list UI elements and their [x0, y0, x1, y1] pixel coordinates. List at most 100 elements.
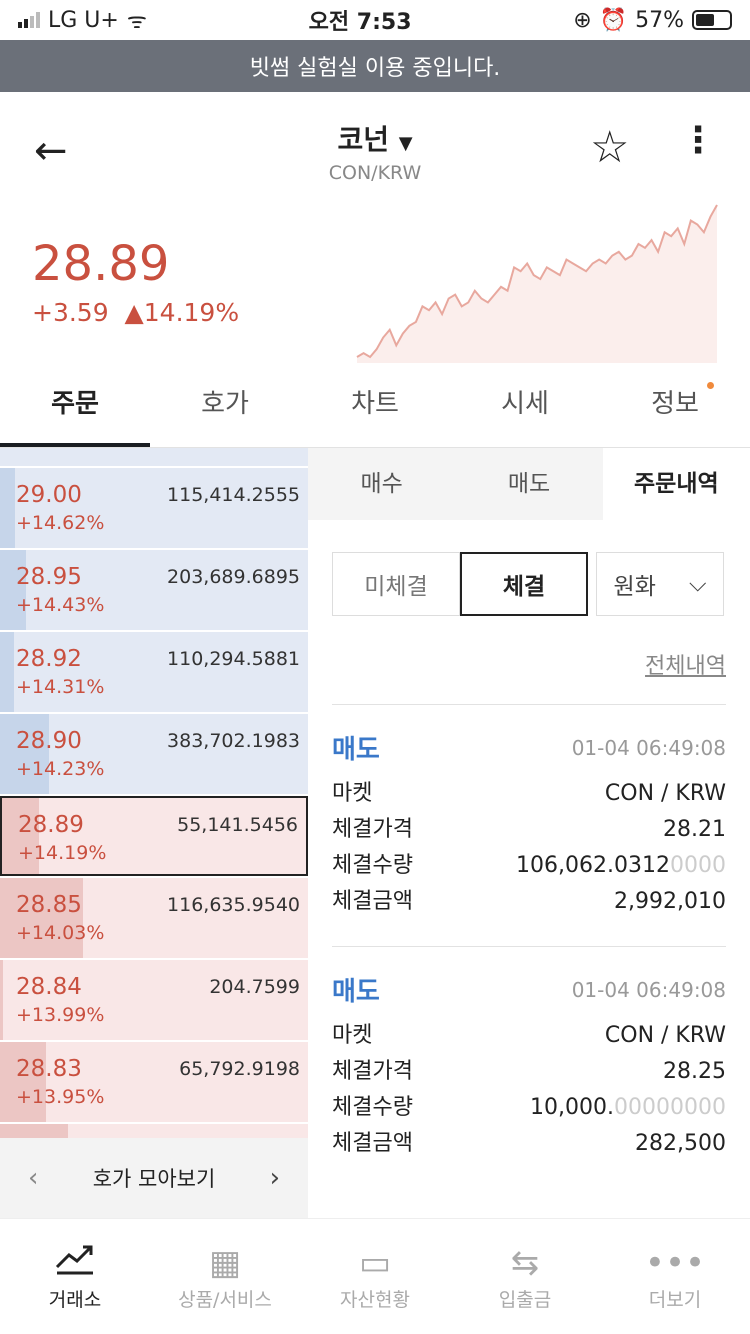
price-sparkline [356, 204, 718, 363]
nav-item[interactable]: ▭ 자산현황 [300, 1219, 450, 1334]
favorite-star-icon[interactable]: ☆ [590, 122, 630, 173]
trade-item: 매도 01-04 06:49:08 마켓 CON / KRW 체결가격 28.21 체… [332, 704, 726, 920]
row-volume: 204.7599 [209, 976, 300, 998]
nav-item[interactable]: ••• 더보기 [600, 1219, 750, 1334]
row-pct: +14.19% [18, 842, 107, 864]
currency-select[interactable]: 원화 ⌵ [596, 552, 724, 616]
row-pct: +14.23% [16, 758, 105, 780]
main-tabs: 주문 호가 차트 시세 정보 [0, 362, 750, 448]
orderbook-collect: ‹ 호가 모아보기 › [0, 1138, 308, 1218]
orderbook-row[interactable]: 28.95 +14.43% 203,689.6895 [0, 550, 308, 630]
tab-order[interactable]: 주문 [0, 362, 150, 447]
nav-label: 입출금 [498, 1289, 552, 1311]
qty-label: 체결수량 [332, 853, 413, 878]
row-price: 28.83 [16, 1056, 82, 1082]
orderbook[interactable]: 29.00 +14.62% 115,414.2555 28.95 +14.43% 203,… [0, 448, 308, 1218]
transfer-icon: ⇆ [510, 1243, 540, 1283]
orderbook-row[interactable]: 28.83 +13.95% 65,792.9198 [0, 1042, 308, 1122]
alarm-icon: ⏰ [599, 7, 628, 33]
wifi-icon: ᯤ [126, 9, 147, 34]
caret-down-icon: ▼ [398, 133, 413, 154]
subtab-sell[interactable]: 매도 [507, 471, 551, 497]
signal-icon [18, 12, 40, 28]
chevron-right-icon[interactable]: › [269, 1163, 280, 1193]
row-price: 28.85 [16, 892, 82, 918]
amount-label: 체결금액 [332, 889, 413, 914]
market-label: 마켓 [332, 781, 373, 806]
all-history-link[interactable]: 전체내역 [645, 654, 726, 679]
current-price: 28.89 [32, 236, 170, 292]
chevron-left-icon[interactable]: ‹ [28, 1163, 39, 1193]
volume-bar [2, 798, 39, 874]
row-pct: +14.43% [16, 594, 105, 616]
chevron-down-icon: ⌵ [688, 571, 707, 597]
tab-market[interactable]: 시세 [501, 389, 549, 419]
volume-bar [0, 714, 50, 794]
back-arrow-icon[interactable]: ← [34, 128, 68, 174]
rotation-lock-icon: ⊕ [573, 7, 592, 33]
status-bar: LG U+ ᯤ 오전 7:53 ⊕ ⏰ 57% [0, 0, 750, 40]
nav-item[interactable]: 거래소 [0, 1219, 150, 1334]
order-panel: 매수 매도 주문내역 미체결 체결 원화 ⌵ 전체내역 매도 01-04 06:49… [308, 448, 750, 1218]
amount-value: 282,500 [635, 1131, 726, 1156]
tab-info[interactable]: 정보 [600, 362, 750, 447]
nav-label: 자산현황 [340, 1289, 410, 1311]
row-volume: 55,141.5456 [177, 814, 298, 836]
coin-selector[interactable]: 코넌 ▼ CON/KRW [0, 118, 750, 184]
nav-item[interactable]: ⇆ 입출금 [450, 1219, 600, 1334]
orderbook-row-partial [0, 448, 308, 466]
market-value: CON / KRW [604, 781, 726, 806]
row-volume: 110,294.5881 [167, 648, 300, 670]
segment-filled[interactable]: 체결 [460, 552, 588, 616]
lab-banner: 빗썸 실험실 이용 중입니다. [0, 40, 750, 92]
grid-icon: ▦ [208, 1243, 242, 1283]
row-price: 28.90 [16, 728, 82, 754]
row-pct: +13.99% [16, 1004, 105, 1026]
row-pct: +14.62% [16, 512, 105, 534]
tab-orderbook[interactable]: 호가 [201, 389, 249, 419]
header: ← 코넌 ▼ CON/KRW ☆ ⋮ [0, 92, 750, 202]
volume-bar [0, 632, 14, 712]
volume-bar [0, 960, 4, 1040]
price-value: 28.25 [663, 1059, 726, 1084]
trade-type: 매도 [332, 977, 380, 1007]
row-price: 29.00 [16, 482, 82, 508]
row-volume: 116,635.9540 [167, 894, 300, 916]
row-price: 28.89 [18, 812, 84, 838]
nav-item[interactable]: ▦ 상품/서비스 [150, 1219, 300, 1334]
coin-name: 코넌 [337, 123, 389, 156]
tab-chart[interactable]: 차트 [351, 389, 399, 419]
row-volume: 115,414.2555 [167, 484, 300, 506]
amount-label: 체결금액 [332, 1131, 413, 1156]
subtab-buy[interactable]: 매수 [360, 471, 403, 497]
qty-value: 10,000.00000000 [530, 1095, 726, 1120]
qty-label: 체결수량 [332, 1095, 413, 1120]
more-icon: ••• [644, 1243, 706, 1283]
wallet-icon: ▭ [358, 1243, 392, 1283]
more-vertical-icon[interactable]: ⋮ [680, 120, 716, 161]
price-label: 체결가격 [332, 817, 413, 842]
qty-value: 106,062.03120000 [516, 853, 726, 878]
orderbook-row[interactable]: 28.84 +13.99% 204.7599 [0, 960, 308, 1040]
subtab-history[interactable]: 주문내역 [602, 448, 750, 520]
row-pct: +14.03% [16, 922, 105, 944]
market-label: 마켓 [332, 1023, 373, 1048]
segment-unfilled[interactable]: 미체결 [332, 552, 460, 616]
pair: CON/KRW [328, 162, 422, 184]
nav-label: 상품/서비스 [178, 1289, 272, 1311]
orderbook-row[interactable]: 28.90 +14.23% 383,702.1983 [0, 714, 308, 794]
notification-dot [707, 382, 714, 389]
trade-time: 01-04 06:49:08 [571, 977, 726, 1002]
sparkline-series [356, 204, 718, 359]
orderbook-row[interactable]: 28.92 +14.31% 110,294.5881 [0, 632, 308, 712]
orderbook-row[interactable]: 29.00 +14.62% 115,414.2555 [0, 468, 308, 548]
collect-label[interactable]: 호가 모아보기 [92, 1167, 216, 1191]
nav-label: 거래소 [48, 1289, 102, 1311]
orderbook-row[interactable]: 28.85 +14.03% 116,635.9540 [0, 878, 308, 958]
orderbook-row[interactable]: 28.89 +14.19% 55,141.5456 [0, 796, 308, 876]
carrier: LG U+ [48, 7, 119, 33]
volume-bar [0, 468, 16, 548]
row-volume: 383,702.1983 [167, 730, 300, 752]
row-price: 28.95 [16, 564, 82, 590]
market-value: CON / KRW [604, 1023, 726, 1048]
